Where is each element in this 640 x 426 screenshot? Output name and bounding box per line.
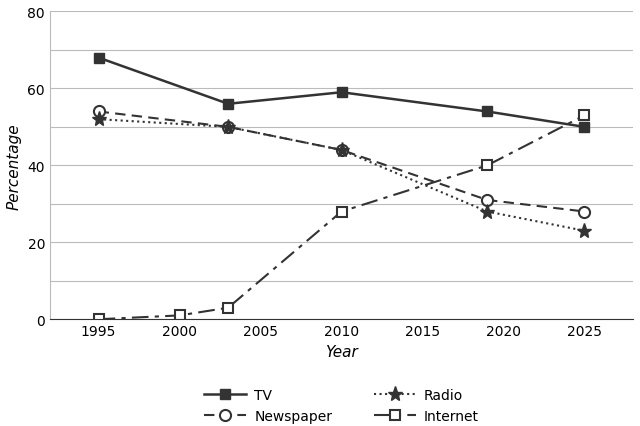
Internet bbox=[338, 210, 346, 215]
Newspaper bbox=[95, 109, 102, 115]
TV bbox=[338, 90, 346, 95]
Newspaper bbox=[224, 125, 232, 130]
Radio bbox=[580, 229, 588, 234]
Newspaper bbox=[338, 148, 346, 153]
TV bbox=[483, 109, 491, 115]
Radio bbox=[224, 125, 232, 130]
Line: Radio: Radio bbox=[91, 112, 592, 239]
Newspaper bbox=[580, 210, 588, 215]
Internet bbox=[580, 113, 588, 118]
Radio bbox=[483, 210, 491, 215]
Internet bbox=[176, 313, 184, 318]
Line: Internet: Internet bbox=[93, 111, 589, 324]
Radio bbox=[338, 148, 346, 153]
Newspaper bbox=[483, 198, 491, 203]
TV bbox=[95, 56, 102, 61]
Internet bbox=[95, 317, 102, 322]
Internet bbox=[224, 305, 232, 311]
TV bbox=[224, 102, 232, 107]
Internet bbox=[483, 164, 491, 169]
Legend: TV, Newspaper, Radio, Internet: TV, Newspaper, Radio, Internet bbox=[204, 388, 479, 423]
X-axis label: Year: Year bbox=[325, 344, 358, 359]
Y-axis label: Percentage: Percentage bbox=[7, 123, 22, 209]
Line: Newspaper: Newspaper bbox=[93, 106, 590, 218]
Radio bbox=[95, 117, 102, 122]
Line: TV: TV bbox=[93, 54, 589, 132]
TV bbox=[580, 125, 588, 130]
